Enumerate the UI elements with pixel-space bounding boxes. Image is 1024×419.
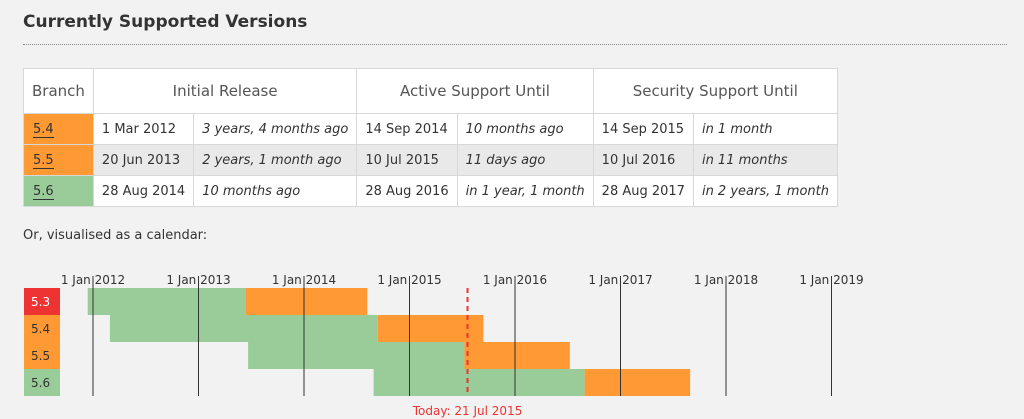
active-date: 10 Jul 2015 bbox=[356, 144, 458, 176]
table-row: 5.5 20 Jun 2013 2 years, 1 month ago 10 … bbox=[23, 144, 838, 176]
initial-date: 20 Jun 2013 bbox=[92, 144, 195, 176]
table-row: 5.4 1 Mar 2012 3 years, 4 months ago 14 … bbox=[23, 113, 838, 145]
header-initial-release: Initial Release bbox=[92, 68, 358, 114]
branch-label-bg bbox=[24, 288, 60, 315]
active-support-bar bbox=[87, 288, 246, 315]
initial-relative: 10 months ago bbox=[193, 175, 358, 207]
year-label: 1 Jan 2017 bbox=[588, 273, 652, 287]
branch-link-5-4[interactable]: 5.4 bbox=[33, 121, 54, 138]
branch-label-bg bbox=[24, 342, 60, 369]
branch-label: 5.3 bbox=[31, 295, 50, 309]
security-support-bar bbox=[245, 288, 368, 315]
security-date: 28 Aug 2017 bbox=[592, 175, 694, 207]
supported-versions-table: Branch Initial Release Active Support Un… bbox=[23, 68, 838, 207]
active-support-bar bbox=[248, 342, 465, 369]
header-active-support: Active Support Until bbox=[356, 68, 594, 114]
active-date: 14 Sep 2014 bbox=[356, 113, 458, 145]
heading-divider bbox=[23, 44, 1007, 45]
active-relative: 10 months ago bbox=[456, 113, 594, 145]
initial-date: 28 Aug 2014 bbox=[92, 175, 195, 207]
year-label: 1 Jan 2018 bbox=[694, 273, 758, 287]
year-label: 1 Jan 2016 bbox=[483, 273, 547, 287]
security-support-bar bbox=[584, 369, 691, 396]
branch-cell: 5.5 bbox=[23, 144, 94, 176]
branch-cell: 5.6 bbox=[23, 175, 94, 207]
security-date: 14 Sep 2015 bbox=[592, 113, 694, 145]
year-label: 1 Jan 2014 bbox=[272, 273, 336, 287]
header-branch: Branch bbox=[23, 68, 94, 114]
calendar-caption: Or, visualised as a calendar: bbox=[23, 228, 208, 243]
year-label: 1 Jan 2019 bbox=[799, 273, 863, 287]
year-label: 1 Jan 2015 bbox=[377, 273, 441, 287]
branch-cell: 5.4 bbox=[23, 113, 94, 145]
security-relative: in 11 months bbox=[692, 144, 838, 176]
active-support-bar bbox=[109, 315, 378, 342]
active-date: 28 Aug 2016 bbox=[356, 175, 458, 207]
table-header-row: Branch Initial Release Active Support Un… bbox=[23, 68, 838, 114]
initial-date: 1 Mar 2012 bbox=[92, 113, 195, 145]
branch-label: 5.4 bbox=[31, 322, 50, 336]
active-relative: 11 days ago bbox=[456, 144, 594, 176]
branch-link-5-5[interactable]: 5.5 bbox=[33, 152, 54, 169]
branch-link-5-6[interactable]: 5.6 bbox=[33, 183, 54, 200]
header-security-support: Security Support Until bbox=[592, 68, 838, 114]
initial-relative: 3 years, 4 months ago bbox=[193, 113, 358, 145]
security-date: 10 Jul 2016 bbox=[592, 144, 694, 176]
year-label: 1 Jan 2013 bbox=[166, 273, 230, 287]
security-relative: in 2 years, 1 month bbox=[692, 175, 838, 207]
security-support-bar bbox=[464, 342, 570, 369]
branch-label: 5.5 bbox=[31, 349, 50, 363]
section-heading: Currently Supported Versions bbox=[23, 12, 308, 32]
security-relative: in 1 month bbox=[692, 113, 838, 145]
initial-relative: 2 years, 1 month ago bbox=[193, 144, 358, 176]
table-row: 5.6 28 Aug 2014 10 months ago 28 Aug 201… bbox=[23, 175, 838, 207]
year-label: 1 Jan 2012 bbox=[61, 273, 125, 287]
active-relative: in 1 year, 1 month bbox=[456, 175, 594, 207]
active-support-bar bbox=[373, 369, 585, 396]
support-calendar: 5.3 5.4 5.5 5.6 1 Jan 2012 1 Jan 2013 1 Jan 20… bbox=[24, 273, 864, 418]
branch-label: 5.6 bbox=[31, 376, 50, 390]
today-label: Today: 21 Jul 2015 bbox=[412, 404, 523, 418]
branch-label-bg bbox=[24, 369, 60, 396]
security-support-bar bbox=[377, 315, 484, 342]
branch-label-bg bbox=[24, 315, 60, 342]
